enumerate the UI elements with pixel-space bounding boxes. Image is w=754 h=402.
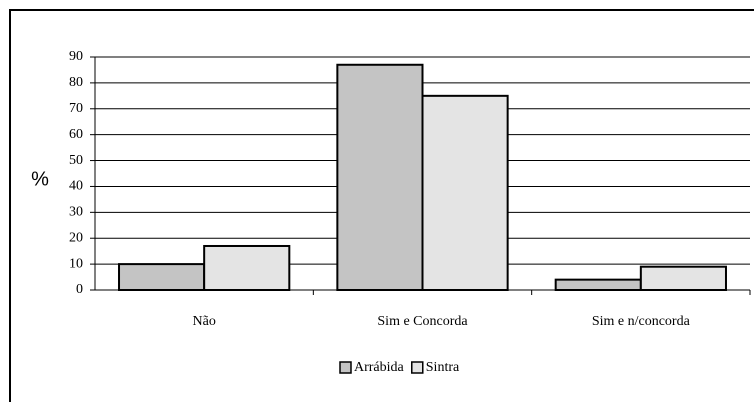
y-tick-label: 20 — [69, 230, 83, 245]
y-tick-label: 40 — [69, 179, 83, 194]
bar — [118, 263, 206, 292]
legend-label: Arrábida — [354, 360, 405, 375]
y-tick-label: 70 — [69, 101, 83, 116]
bar — [639, 265, 727, 292]
legend-swatch — [411, 361, 424, 374]
y-tick-label: 10 — [69, 256, 83, 271]
y-tick-label: 80 — [69, 75, 83, 90]
legend-swatch — [339, 361, 352, 374]
bar — [421, 94, 509, 292]
y-tick-label: 50 — [69, 153, 83, 168]
x-tick-label: Sim e Concorda — [377, 314, 468, 329]
x-tick-label: Sim e n/concorda — [592, 314, 691, 329]
legend-label: Sintra — [426, 360, 460, 375]
chart-frame — [9, 9, 754, 402]
y-tick-label: 30 — [69, 205, 83, 220]
y-tick-label: 0 — [76, 282, 83, 297]
y-tick-label: 60 — [69, 127, 83, 142]
y-tick-label: 90 — [69, 49, 83, 64]
x-tick-label: Não — [193, 314, 216, 329]
bar — [554, 278, 642, 291]
bar — [203, 244, 291, 292]
bar — [336, 63, 424, 292]
y-axis-label: % — [31, 168, 49, 190]
